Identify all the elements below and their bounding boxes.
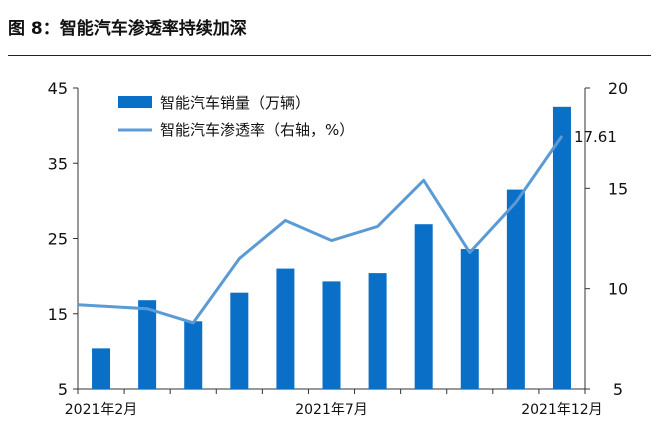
line-series bbox=[77, 135, 564, 325]
left-y-tick-label: 45 bbox=[48, 79, 68, 98]
bar bbox=[138, 300, 157, 389]
bar bbox=[368, 273, 387, 389]
left-y-tick-label: 5 bbox=[58, 380, 68, 399]
data-label: 17.61 bbox=[574, 128, 617, 146]
bar bbox=[184, 321, 203, 389]
legend-line-label: 智能汽车渗透率（右轴，%） bbox=[160, 121, 354, 139]
left-y-tick-label: 35 bbox=[48, 154, 68, 173]
right-y-tick-label: 10 bbox=[608, 280, 628, 299]
left-y-tick-label: 25 bbox=[48, 230, 68, 249]
chart-title: 图 8：智能汽车渗透率持续加深 bbox=[8, 19, 247, 39]
x-tick-label: 2021年2月 bbox=[65, 402, 138, 418]
x-tick-label: 2021年7月 bbox=[295, 402, 368, 418]
bar bbox=[230, 292, 249, 389]
chart-legend: 智能汽车销量（万辆） 智能汽车渗透率（右轴，%） bbox=[118, 94, 354, 139]
legend-bar-swatch bbox=[118, 96, 152, 108]
penetration-line bbox=[77, 135, 564, 325]
chart-labels: 5 15 25 35 45 5 10 15 20 2021年2月 2021年7月 2021年12月 17… bbox=[48, 79, 629, 418]
bar bbox=[414, 224, 433, 389]
bar bbox=[92, 348, 111, 389]
right-y-tick-label: 20 bbox=[608, 79, 628, 98]
bar bbox=[322, 281, 341, 389]
legend-bar-label: 智能汽车销量（万辆） bbox=[160, 94, 310, 112]
bar bbox=[460, 249, 479, 389]
bar bbox=[276, 268, 295, 389]
title-rule bbox=[8, 55, 651, 56]
left-y-tick-label: 15 bbox=[48, 305, 68, 324]
x-tick-label: 2021年12月 bbox=[521, 402, 602, 418]
right-y-tick-label: 15 bbox=[608, 179, 628, 198]
right-y-tick-label: 5 bbox=[613, 380, 623, 399]
bar bbox=[552, 106, 571, 389]
bar bbox=[506, 189, 525, 389]
bar-series bbox=[92, 106, 571, 389]
